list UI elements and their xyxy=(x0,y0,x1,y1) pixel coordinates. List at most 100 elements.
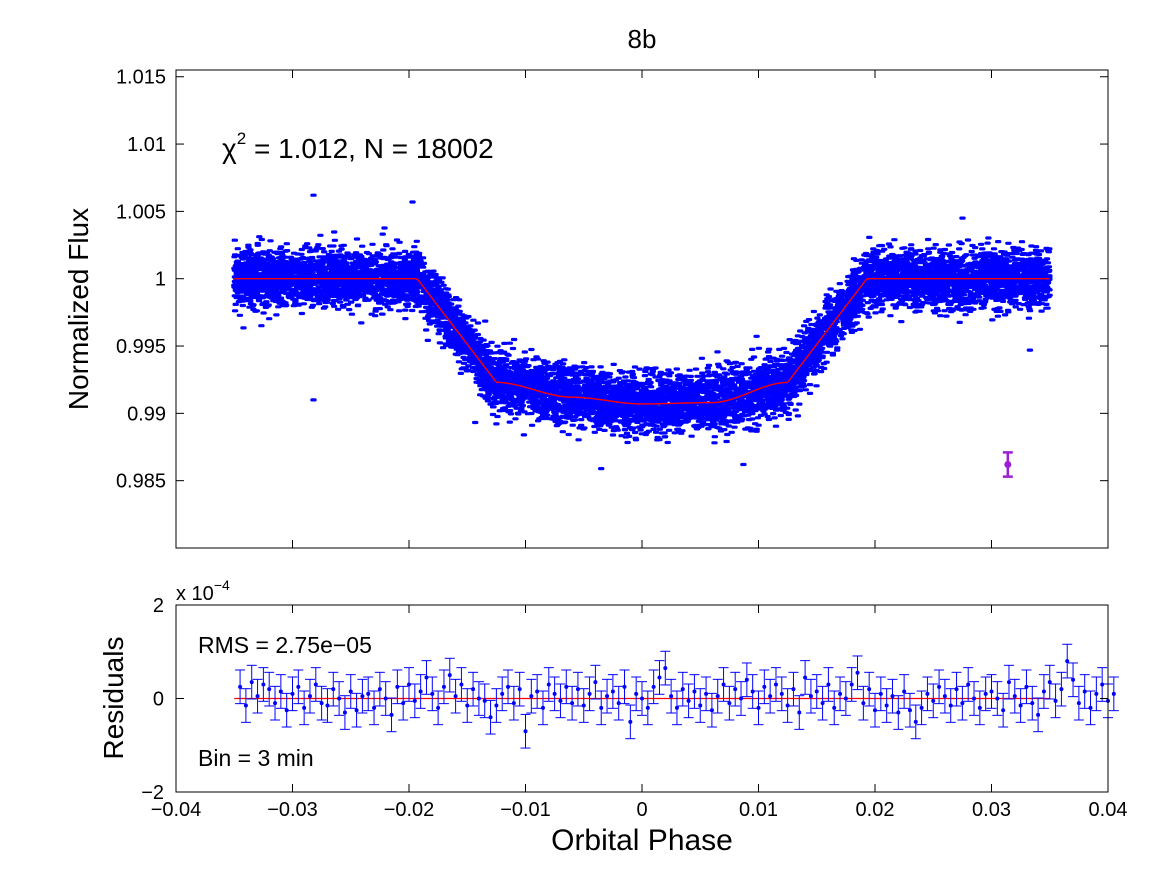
residual-marker xyxy=(902,689,907,694)
residual-marker xyxy=(651,684,656,689)
flux-y-tick-label: 1.015 xyxy=(116,67,166,89)
residual-marker xyxy=(575,687,580,692)
residual-point xyxy=(881,688,892,723)
residual-point xyxy=(473,681,484,716)
residual-marker xyxy=(750,689,755,694)
residual-point xyxy=(893,695,904,730)
residual-point xyxy=(514,671,525,707)
residual-marker xyxy=(1036,712,1041,717)
residual-point xyxy=(957,685,968,721)
residual-marker xyxy=(488,715,493,720)
residual-point xyxy=(549,676,560,712)
residual-marker xyxy=(832,705,837,710)
residual-marker xyxy=(861,701,866,706)
residuals-y-tick-label: 2 xyxy=(153,595,164,617)
residual-point xyxy=(782,688,793,723)
residual-marker xyxy=(389,712,394,717)
residual-point xyxy=(246,664,257,700)
residual-marker xyxy=(476,696,481,701)
residual-point xyxy=(561,669,572,705)
residual-point xyxy=(1033,697,1044,733)
residual-point xyxy=(986,674,997,709)
residual-point xyxy=(928,683,939,719)
residual-marker xyxy=(686,698,691,703)
residual-marker xyxy=(599,705,604,710)
residual-point xyxy=(666,678,677,714)
residual-marker xyxy=(377,687,382,692)
residual-point xyxy=(671,690,682,726)
residual-point xyxy=(590,664,601,700)
residual-marker xyxy=(663,666,668,671)
residual-marker xyxy=(1100,682,1105,687)
residual-marker xyxy=(1111,691,1116,696)
residual-point xyxy=(299,690,310,726)
residual-marker xyxy=(925,691,930,696)
residual-point xyxy=(805,678,816,714)
residual-marker xyxy=(1041,689,1046,694)
residual-marker xyxy=(1076,701,1081,706)
residual-point xyxy=(270,685,281,721)
residual-point xyxy=(992,681,1003,716)
typical-error-bar xyxy=(1002,451,1013,478)
residuals-plot-frame xyxy=(175,604,1109,793)
residual-marker xyxy=(546,682,551,687)
residual-point xyxy=(701,676,712,712)
residual-marker xyxy=(954,687,959,692)
flux-y-tick-label: 0.985 xyxy=(116,471,166,493)
residual-marker xyxy=(972,696,977,701)
residual-marker xyxy=(843,696,848,701)
residual-marker xyxy=(977,705,982,710)
residual-point xyxy=(1079,674,1090,709)
residual-marker xyxy=(692,689,697,694)
residual-point xyxy=(695,688,706,723)
flux-y-tick-label: 0.99 xyxy=(127,403,166,425)
residual-point xyxy=(409,683,420,719)
residual-point xyxy=(1068,662,1079,698)
residual-point xyxy=(654,660,665,695)
residual-point xyxy=(718,667,729,702)
residual-marker xyxy=(937,684,942,689)
residual-point xyxy=(444,657,455,693)
residual-point xyxy=(1038,674,1049,709)
residual-point xyxy=(753,690,764,726)
flux-y-tick-label: 1.01 xyxy=(127,134,166,156)
residual-marker xyxy=(1065,659,1070,664)
residual-marker xyxy=(669,694,674,699)
residual-point xyxy=(304,678,315,714)
residual-marker xyxy=(511,701,516,706)
residual-marker xyxy=(430,691,435,696)
residuals-panel: Residuals Orbital Phase x 10−4 −0.04 −0.0… xyxy=(98,577,1127,857)
y-multiplier: x 10−4 xyxy=(176,577,230,605)
residual-marker xyxy=(855,670,860,675)
x-tick-label: 0.03 xyxy=(972,799,1011,821)
residual-marker xyxy=(622,684,627,689)
residual-point xyxy=(840,681,851,716)
residual-point xyxy=(584,676,595,712)
residual-point xyxy=(479,683,490,719)
residual-marker xyxy=(878,691,883,696)
residual-point xyxy=(433,690,444,726)
residual-point xyxy=(607,674,618,709)
residual-marker xyxy=(983,691,988,696)
residual-marker xyxy=(733,687,738,692)
residual-point xyxy=(875,676,886,712)
residual-marker xyxy=(913,719,918,724)
residual-marker xyxy=(401,701,406,706)
residual-marker xyxy=(517,687,522,692)
residual-marker xyxy=(441,684,446,689)
residual-marker xyxy=(418,689,423,694)
x-axis-label: Orbital Phase xyxy=(551,824,733,857)
x-tick-label: −0.01 xyxy=(500,799,551,821)
residual-marker xyxy=(1053,698,1058,703)
residual-point xyxy=(788,671,799,707)
residual-marker xyxy=(506,684,511,689)
residual-marker xyxy=(727,701,732,706)
residual-marker xyxy=(581,703,586,708)
residual-point xyxy=(456,667,467,702)
residual-marker xyxy=(1006,680,1011,685)
x-tick-label: −0.03 xyxy=(267,799,318,821)
residual-marker xyxy=(942,694,947,699)
residual-marker xyxy=(267,687,272,692)
residual-point xyxy=(468,671,479,707)
residual-point xyxy=(264,671,275,707)
